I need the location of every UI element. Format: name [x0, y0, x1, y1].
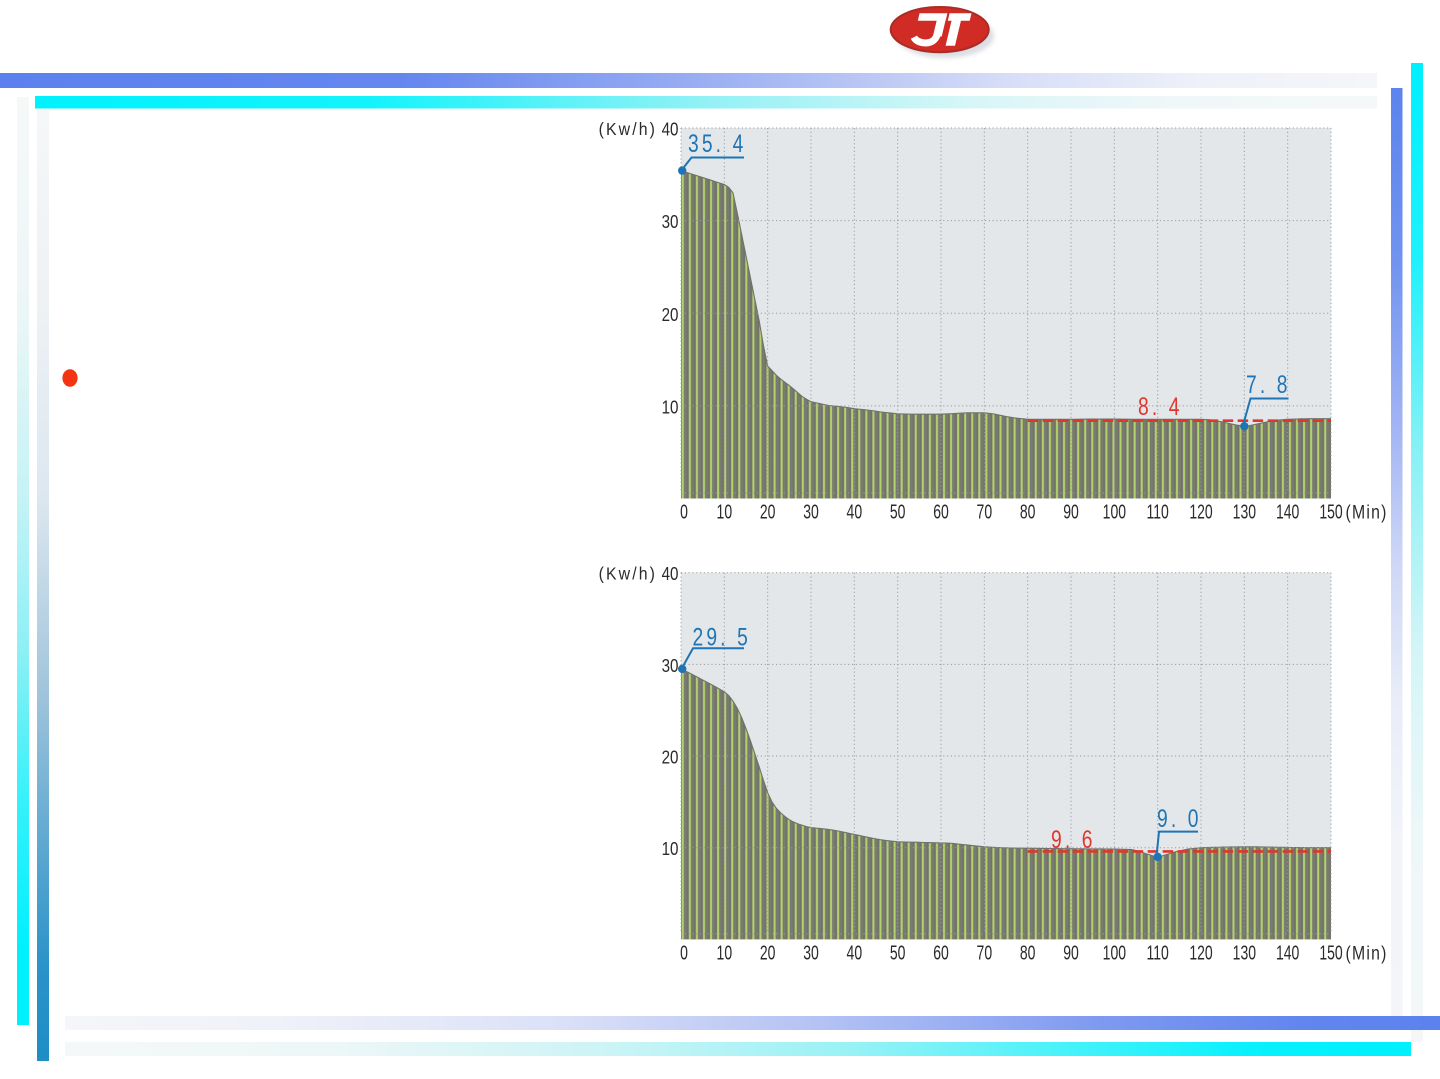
svg-text:40: 40 — [662, 564, 679, 585]
svg-text:40: 40 — [847, 941, 863, 964]
svg-text:90: 90 — [1063, 500, 1079, 523]
svg-text:10: 10 — [717, 941, 733, 964]
svg-text:50: 50 — [890, 500, 906, 523]
svg-text:80: 80 — [1020, 941, 1036, 964]
svg-text:130: 130 — [1233, 500, 1256, 523]
svg-text:40: 40 — [847, 500, 863, 523]
svg-text:120: 120 — [1189, 500, 1212, 523]
svg-text:10: 10 — [662, 839, 679, 860]
svg-text:60: 60 — [933, 941, 949, 964]
svg-text:140: 140 — [1276, 500, 1299, 523]
svg-text:0: 0 — [680, 500, 688, 523]
svg-text:100: 100 — [1103, 941, 1126, 964]
svg-text:(Min): (Min) — [1346, 501, 1388, 523]
svg-text:29. 5: 29. 5 — [693, 623, 751, 651]
svg-text:140: 140 — [1276, 941, 1299, 964]
svg-text:40: 40 — [662, 119, 679, 140]
svg-text:30: 30 — [803, 500, 819, 523]
svg-text:20: 20 — [760, 941, 776, 964]
svg-text:0: 0 — [680, 941, 688, 964]
svg-text:130: 130 — [1233, 941, 1256, 964]
svg-text:30: 30 — [662, 212, 679, 233]
svg-text:110: 110 — [1147, 500, 1169, 523]
svg-text:35. 4: 35. 4 — [688, 130, 746, 158]
svg-text:10: 10 — [717, 500, 733, 523]
svg-text:20: 20 — [760, 500, 776, 523]
svg-text:20: 20 — [662, 747, 679, 768]
svg-text:9. 6: 9. 6 — [1051, 826, 1096, 854]
svg-text:70: 70 — [977, 941, 993, 964]
svg-text:120: 120 — [1189, 941, 1212, 964]
svg-text:50: 50 — [890, 941, 906, 964]
svg-text:60: 60 — [933, 500, 949, 523]
svg-text:10: 10 — [662, 397, 679, 418]
svg-text:(Kw/h): (Kw/h) — [599, 564, 657, 584]
svg-text:100: 100 — [1103, 500, 1126, 523]
svg-text:150: 150 — [1319, 941, 1342, 964]
svg-text:110: 110 — [1147, 941, 1169, 964]
svg-text:(Min): (Min) — [1346, 942, 1388, 964]
svg-text:8. 4: 8. 4 — [1138, 393, 1183, 421]
svg-text:20: 20 — [662, 304, 679, 325]
svg-text:80: 80 — [1020, 500, 1036, 523]
svg-text:70: 70 — [977, 500, 993, 523]
svg-text:9. 0: 9. 0 — [1157, 805, 1202, 833]
svg-text:150: 150 — [1319, 500, 1342, 523]
svg-text:30: 30 — [662, 655, 679, 676]
svg-text:7. 8: 7. 8 — [1246, 371, 1291, 399]
svg-text:90: 90 — [1063, 941, 1079, 964]
svg-text:(Kw/h): (Kw/h) — [599, 119, 657, 139]
svg-text:30: 30 — [803, 941, 819, 964]
